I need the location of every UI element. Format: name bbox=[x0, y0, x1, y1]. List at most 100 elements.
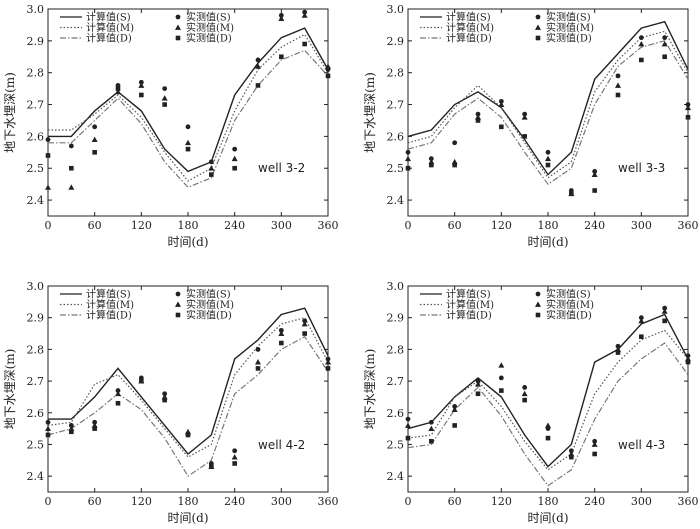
data-point bbox=[499, 388, 504, 393]
data-point bbox=[325, 63, 331, 69]
data-point bbox=[545, 149, 551, 155]
x-axis-label: 时间(d) bbox=[167, 511, 208, 525]
data-point bbox=[255, 57, 261, 63]
y-tick-label: 2.8 bbox=[27, 343, 45, 356]
data-point bbox=[232, 448, 238, 454]
data-point bbox=[278, 12, 284, 18]
data-point bbox=[428, 156, 434, 162]
data-point bbox=[522, 111, 528, 117]
y-tick-label: 2.5 bbox=[27, 162, 45, 175]
y-tick-label: 2.7 bbox=[27, 99, 45, 112]
x-tick-label: 180 bbox=[178, 219, 199, 232]
data-point bbox=[498, 101, 505, 107]
data-point bbox=[279, 340, 284, 346]
y-tick-label: 2.4 bbox=[387, 194, 405, 207]
data-point bbox=[139, 92, 144, 98]
data-point bbox=[209, 172, 214, 177]
data-point bbox=[429, 162, 434, 168]
data-point bbox=[255, 346, 261, 352]
x-tick-label: 360 bbox=[678, 219, 699, 232]
data-point bbox=[535, 14, 541, 20]
data-point bbox=[639, 334, 644, 340]
data-point bbox=[162, 391, 168, 397]
data-point bbox=[405, 149, 411, 155]
data-point bbox=[115, 86, 121, 91]
legend-label: 计算值(S) bbox=[86, 288, 131, 301]
data-point bbox=[278, 327, 284, 333]
data-point bbox=[545, 162, 551, 168]
data-point bbox=[428, 425, 435, 432]
chart-panel: 0 60 120 180 240 300 360 2.4 2.5 2.6 2.7 2.8 2.9 3.0 时… bbox=[363, 280, 699, 525]
data-point bbox=[428, 419, 434, 425]
data-point bbox=[255, 83, 261, 88]
y-tick-label: 2.5 bbox=[387, 162, 405, 175]
legend-label: 实测值(S) bbox=[186, 11, 231, 24]
data-point bbox=[615, 343, 621, 349]
x-axis-label: 时间(d) bbox=[527, 235, 568, 249]
data-point bbox=[231, 454, 238, 460]
y-tick-label: 2.7 bbox=[387, 99, 405, 112]
data-point bbox=[302, 331, 307, 336]
data-point bbox=[185, 139, 191, 146]
series-line bbox=[48, 49, 329, 189]
data-point bbox=[255, 63, 261, 69]
data-point bbox=[475, 378, 481, 384]
data-point bbox=[301, 321, 308, 327]
chart-panel: 0 60 120 180 240 300 360 2.4 2.5 2.6 2.7 2.8 2.9 3.0 时… bbox=[3, 280, 339, 525]
data-point bbox=[685, 353, 691, 359]
data-point bbox=[452, 140, 458, 146]
legend-label: 实测值(D) bbox=[186, 32, 232, 45]
data-point bbox=[45, 419, 51, 425]
series-line bbox=[47, 335, 329, 478]
y-tick-label: 2.6 bbox=[387, 407, 405, 420]
data-point bbox=[615, 92, 621, 98]
legend-label: 计算值(M) bbox=[446, 298, 494, 311]
data-point bbox=[175, 312, 181, 318]
series-line bbox=[407, 20, 689, 176]
x-tick-label: 60 bbox=[88, 495, 102, 508]
data-point bbox=[615, 82, 621, 88]
data-point bbox=[499, 124, 504, 130]
series-line bbox=[48, 33, 329, 182]
x-tick-label: 60 bbox=[448, 495, 462, 508]
data-point bbox=[162, 397, 167, 403]
data-point bbox=[475, 391, 481, 397]
data-point bbox=[521, 390, 528, 397]
y-tick-label: 2.8 bbox=[27, 67, 45, 80]
x-tick-label: 300 bbox=[631, 495, 652, 508]
legend-label: 计算值(M) bbox=[446, 21, 494, 34]
data-point bbox=[138, 79, 144, 85]
data-point bbox=[232, 461, 237, 466]
x-tick-label: 300 bbox=[631, 219, 652, 232]
legend-label: 实测值(D) bbox=[546, 309, 592, 322]
x-tick-label: 60 bbox=[448, 219, 462, 232]
x-tick-label: 180 bbox=[178, 495, 199, 508]
data-point bbox=[405, 165, 411, 171]
data-point bbox=[661, 308, 668, 314]
data-point bbox=[175, 301, 181, 307]
y-tick-label: 2.4 bbox=[27, 194, 45, 207]
data-point bbox=[535, 24, 541, 30]
data-point bbox=[325, 359, 331, 365]
data-point bbox=[535, 35, 541, 41]
data-point bbox=[175, 14, 181, 20]
data-point bbox=[68, 143, 74, 149]
x-tick-label: 120 bbox=[131, 219, 152, 232]
data-point bbox=[255, 366, 261, 371]
y-tick-label: 2.7 bbox=[27, 375, 45, 388]
data-point bbox=[405, 422, 411, 428]
data-point bbox=[452, 423, 457, 428]
legend-label: 计算值(M) bbox=[86, 298, 134, 311]
well-annotation: well 3-2 bbox=[258, 161, 305, 175]
data-point bbox=[498, 362, 505, 368]
data-point bbox=[535, 312, 541, 318]
data-point bbox=[592, 188, 597, 193]
legend-label: 实测值(S) bbox=[546, 288, 591, 301]
data-point bbox=[175, 24, 181, 30]
data-point bbox=[185, 432, 191, 438]
data-point bbox=[175, 35, 181, 41]
data-point bbox=[685, 104, 691, 111]
data-point bbox=[591, 441, 598, 447]
data-point bbox=[662, 54, 667, 60]
data-point bbox=[592, 169, 598, 174]
